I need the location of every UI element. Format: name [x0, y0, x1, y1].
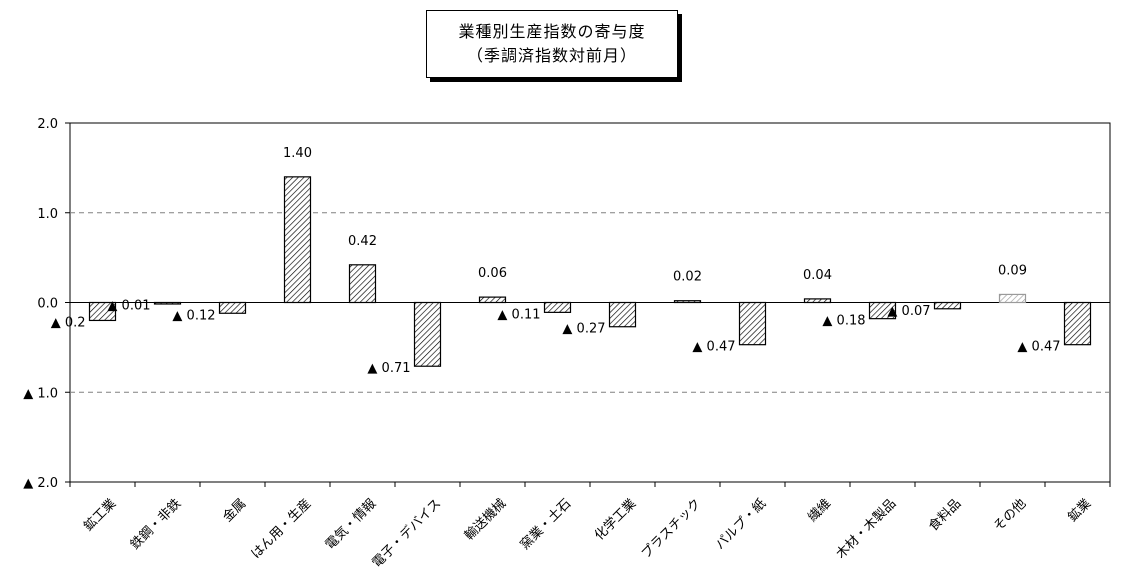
data-label: 0.09: [998, 263, 1027, 278]
data-label: 0.06: [478, 266, 507, 281]
x-tick-label: 電子・デバイス: [369, 496, 444, 569]
y-tick-label: ▲ 2.0: [23, 476, 58, 491]
bar-14: [998, 293, 1027, 304]
x-tick-label: 木材・木製品: [834, 496, 900, 562]
x-tick-label: 電気・情報: [322, 496, 379, 553]
y-tick-label: ▲ 1.0: [23, 386, 58, 401]
x-tick-label: プラスチック: [639, 496, 705, 562]
x-tick-label: パルプ・紙: [713, 496, 770, 553]
data-label: ▲ 0.27: [562, 322, 605, 337]
x-tick-label: 鉱工業: [80, 496, 119, 535]
chart-title-box: 業種別生産指数の寄与度 （季調済指数対前月）: [426, 10, 678, 78]
x-tick-label: 鉱業: [1065, 496, 1095, 526]
bar-0: [88, 301, 117, 322]
bar-6: [478, 296, 507, 304]
data-label: ▲ 0.2: [51, 315, 86, 330]
x-tick-label: 鉄鋼・非鉄: [128, 496, 185, 553]
x-tick-label: 窯業・土石: [517, 496, 574, 553]
data-label: ▲ 0.12: [172, 308, 215, 323]
bar-1: [153, 301, 182, 305]
bar-4: [348, 264, 377, 304]
bar-10: [738, 301, 767, 346]
bar-2: [218, 301, 247, 314]
chart-subtitle: （季調済指数対前月）: [466, 46, 637, 65]
data-label: ▲ 0.01: [107, 298, 150, 313]
bar-11: [803, 298, 832, 304]
x-tick-label: 輸送機械: [462, 496, 509, 543]
chart-title: 業種別生産指数の寄与度: [458, 22, 646, 41]
y-axis: 2.0 1.0 0.0 ▲ 1.0 ▲ 2.0: [23, 117, 70, 491]
bar-8: [608, 301, 637, 328]
y-tick-label: 0.0: [37, 297, 58, 312]
bar-5: [413, 301, 442, 367]
bar-15: [1063, 301, 1092, 346]
data-label: ▲ 0.47: [1017, 340, 1060, 355]
x-tick-label: はん用・生産: [248, 496, 314, 562]
bar-9: [673, 300, 702, 304]
bar-3: [283, 176, 312, 304]
x-tick-label: その他: [991, 496, 1029, 534]
x-tick-label: 食料品: [925, 496, 964, 535]
data-label: 0.02: [673, 270, 702, 285]
y-tick-label: 1.0: [37, 207, 58, 222]
bar-7: [543, 301, 572, 313]
y-tick-label: 2.0: [37, 117, 58, 132]
data-label: 0.04: [803, 268, 832, 283]
data-label: ▲ 0.07: [887, 304, 930, 319]
x-tick-label: 繊維: [805, 496, 835, 526]
data-label: ▲ 0.71: [367, 361, 410, 376]
bar-12: [868, 301, 897, 320]
data-label: ▲ 0.11: [497, 307, 540, 322]
bars: [88, 176, 1092, 367]
data-label: 1.40: [283, 146, 312, 161]
data-label: ▲ 0.47: [692, 340, 735, 355]
bar-13: [933, 301, 962, 310]
x-tick-label: 化学工業: [591, 496, 639, 544]
data-labels: ▲ 0.2 ▲ 0.01 ▲ 0.12 1.40 0.42 ▲ 0.71 0.06 ▲ 0.1…: [51, 146, 1061, 376]
data-label: 0.42: [348, 234, 377, 249]
x-tick-label: 金属: [220, 496, 250, 526]
data-label: ▲ 0.18: [822, 314, 865, 329]
